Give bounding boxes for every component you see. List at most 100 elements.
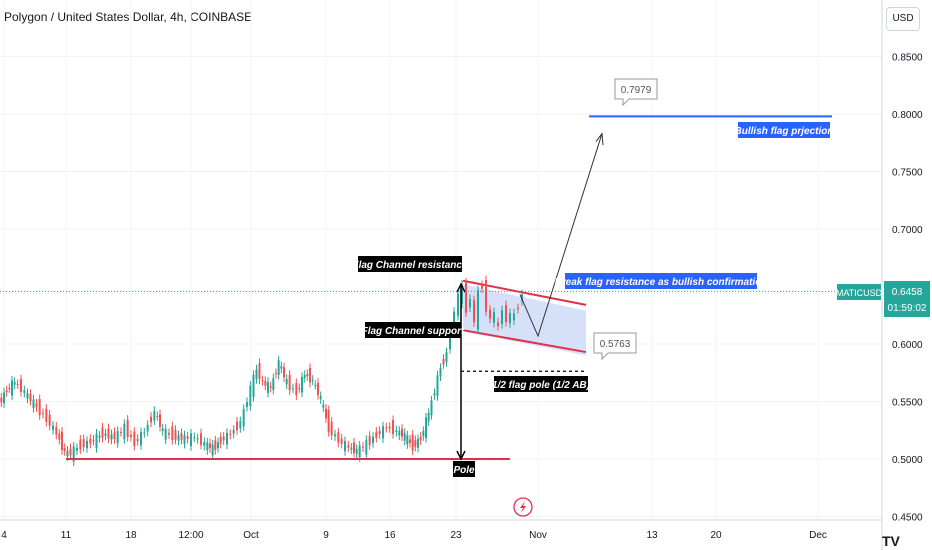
flag-resistance-line [462,279,587,306]
candle-body [110,434,113,440]
candle-body [55,426,58,435]
candle-body [164,428,167,440]
last-price-badge-bg [884,281,930,317]
candle-body [136,438,139,442]
candle-body [417,438,419,448]
candle-body [214,440,217,451]
candle-body [58,433,61,440]
tradingview-logo-icon: TV [882,533,901,549]
symbol-badge-bg [837,284,881,300]
candle-body [107,428,110,439]
candle-body [489,309,491,319]
candle-body [521,294,523,301]
candle-body [222,436,225,441]
flag-support-line [462,329,587,354]
candle-body [392,420,394,435]
candle-body [242,409,245,427]
candle-body [42,413,44,415]
candle-body [82,438,85,448]
candle-body [325,408,327,419]
candle-body [465,282,467,313]
candle-body [20,379,22,392]
candle-body [264,381,267,386]
lightning-icon [520,501,526,513]
candle-body [269,386,272,388]
candle-body [203,441,206,446]
flag-support-label: Flag Channel support [362,326,465,337]
candle-body [246,402,248,407]
candle-body [334,434,336,437]
candle-body [442,358,445,365]
candle-body [140,432,142,446]
candle-body [104,433,107,436]
candle-body [79,439,82,450]
candle-body [358,445,361,458]
candle-body [425,417,427,439]
candle-body [0,397,3,403]
candle-body [414,440,417,447]
candle-body [280,366,283,369]
break-confirmation-label-bg [565,273,757,289]
flag-resistance-label: Flag Channel resistance [352,260,467,271]
y-tick-label: 0.7000 [892,225,923,236]
x-tick-label: 16 [384,530,396,541]
candle-body [38,398,41,416]
candle-body [485,280,487,312]
candle-body [298,388,301,390]
candle-body [249,385,252,407]
candle-body [146,424,149,432]
pole-arrow-head-up [456,282,466,293]
candle-body [123,423,126,440]
candle-body [120,432,122,434]
projection-label-bg [738,122,830,138]
candle-body [11,380,13,396]
candle-body [101,427,104,438]
candle-body [406,435,409,445]
x-tick-label: 11 [61,530,72,541]
candle-body [156,415,159,417]
candle-body [130,435,132,437]
candle-body [45,408,48,422]
candle-body [159,414,161,427]
candle-body [481,285,483,289]
candle-body [427,413,430,422]
candle-body [23,390,26,393]
candle-body [419,436,422,441]
candle-body [355,448,358,454]
candle-body [306,373,309,377]
candle-body [219,437,222,444]
candle-body [66,450,69,457]
half-pole-callout: 0.5763 [600,339,631,350]
currency-selector[interactable]: USD [886,7,920,31]
candle-body [378,430,381,435]
projection-path [519,133,603,338]
candle-body [86,440,88,449]
candle-body [330,421,333,436]
candle-body [229,433,232,435]
candle-body [395,430,398,432]
candle-body [457,293,459,316]
candle-body [453,311,455,331]
candle-body [3,392,5,404]
candle-body [285,378,288,385]
candle-body [232,429,235,434]
x-tick-label: 12:00 [178,530,203,541]
candle-body [186,436,189,439]
candle-body [314,384,317,386]
candle-body [469,299,471,308]
candle-body [252,374,255,398]
candle-body [32,399,35,409]
candle-body [92,439,95,441]
candle-body [362,446,364,448]
candle-body [190,433,192,447]
candle-body [309,367,311,383]
candle-body [317,382,319,396]
half-pole-label-bg [494,376,588,392]
candle-body [430,400,433,416]
pole-label: Pole [453,465,475,476]
flag-support-label-bg [365,322,461,338]
candle-body [449,332,451,350]
candle-body [133,431,136,447]
candle-body [8,387,11,389]
